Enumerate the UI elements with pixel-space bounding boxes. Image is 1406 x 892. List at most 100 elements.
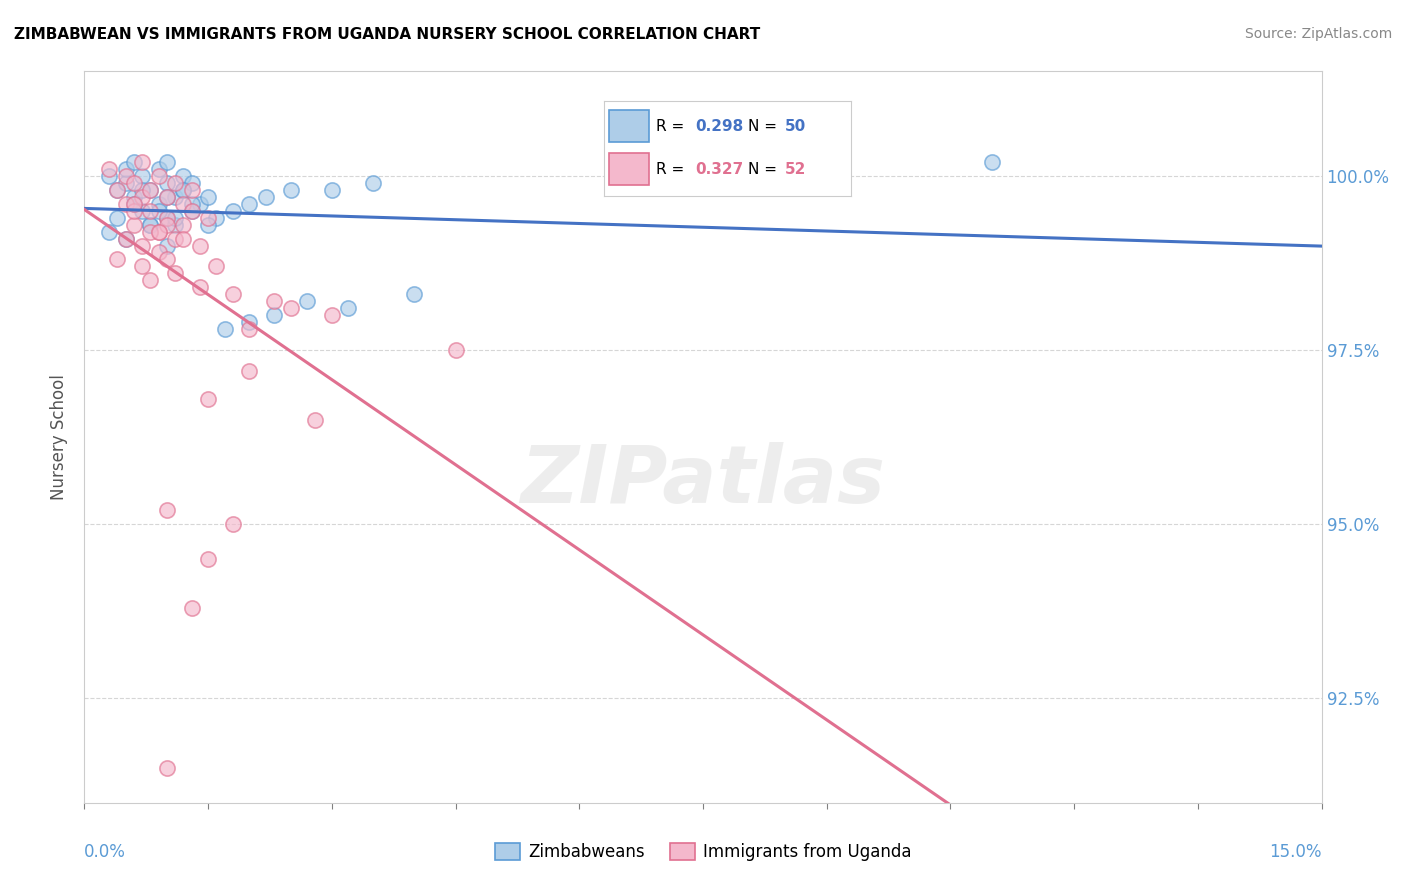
- Point: [321, 183, 343, 197]
- Point: [180, 176, 202, 190]
- Point: [238, 322, 260, 336]
- Point: [295, 294, 318, 309]
- Point: [131, 183, 153, 197]
- Point: [122, 203, 145, 218]
- Point: [172, 183, 194, 197]
- Point: [98, 161, 121, 176]
- Point: [172, 196, 194, 211]
- Point: [131, 155, 153, 169]
- Point: [197, 211, 219, 225]
- Point: [180, 183, 202, 197]
- Point: [165, 218, 187, 232]
- Point: [188, 238, 211, 252]
- Point: [148, 169, 170, 183]
- Point: [114, 161, 136, 176]
- Point: [172, 169, 194, 183]
- Point: [263, 294, 285, 309]
- Point: [122, 196, 145, 211]
- Point: [172, 231, 194, 245]
- Point: [254, 190, 277, 204]
- Point: [156, 252, 179, 267]
- Point: [131, 190, 153, 204]
- Point: [122, 190, 145, 204]
- Point: [197, 552, 219, 566]
- Point: [180, 600, 202, 615]
- Point: [156, 761, 179, 775]
- Legend: Zimbabweans, Immigrants from Uganda: Zimbabweans, Immigrants from Uganda: [488, 836, 918, 868]
- Point: [148, 245, 170, 260]
- Point: [105, 211, 128, 225]
- Text: ZIPatlas: ZIPatlas: [520, 442, 886, 520]
- Point: [148, 161, 170, 176]
- Point: [180, 203, 202, 218]
- Point: [114, 196, 136, 211]
- Point: [148, 203, 170, 218]
- Point: [404, 287, 426, 301]
- Point: [122, 218, 145, 232]
- Point: [156, 211, 179, 225]
- Point: [205, 260, 228, 274]
- Point: [105, 183, 128, 197]
- Point: [139, 183, 162, 197]
- Text: 0.0%: 0.0%: [84, 843, 127, 861]
- Point: [156, 211, 179, 225]
- Point: [980, 155, 1002, 169]
- Point: [222, 203, 245, 218]
- Point: [114, 231, 136, 245]
- Point: [280, 301, 302, 316]
- Point: [205, 211, 228, 225]
- Point: [172, 183, 194, 197]
- Point: [172, 218, 194, 232]
- Point: [156, 503, 179, 517]
- Point: [280, 183, 302, 197]
- Point: [263, 308, 285, 322]
- Point: [222, 287, 245, 301]
- Point: [321, 308, 343, 322]
- Point: [148, 225, 170, 239]
- Point: [238, 364, 260, 378]
- Point: [139, 203, 162, 218]
- Point: [98, 169, 121, 183]
- Point: [98, 225, 121, 239]
- Point: [156, 190, 179, 204]
- Point: [444, 343, 467, 357]
- Point: [122, 176, 145, 190]
- Point: [114, 176, 136, 190]
- Point: [165, 176, 187, 190]
- Point: [361, 176, 384, 190]
- Point: [304, 412, 326, 426]
- Point: [139, 225, 162, 239]
- Point: [148, 225, 170, 239]
- Point: [114, 231, 136, 245]
- Point: [188, 280, 211, 294]
- Point: [139, 218, 162, 232]
- Point: [156, 190, 179, 204]
- Point: [165, 231, 187, 245]
- Point: [238, 315, 260, 329]
- Point: [139, 273, 162, 287]
- Point: [222, 517, 245, 532]
- Point: [122, 196, 145, 211]
- Point: [131, 238, 153, 252]
- Point: [131, 260, 153, 274]
- Point: [105, 183, 128, 197]
- Point: [197, 392, 219, 406]
- Point: [165, 211, 187, 225]
- Point: [131, 203, 153, 218]
- Point: [156, 238, 179, 252]
- Point: [238, 196, 260, 211]
- Point: [156, 218, 179, 232]
- Point: [165, 190, 187, 204]
- Point: [165, 266, 187, 280]
- Point: [156, 176, 179, 190]
- Point: [105, 252, 128, 267]
- Point: [197, 190, 219, 204]
- Point: [214, 322, 236, 336]
- Point: [114, 169, 136, 183]
- Point: [122, 155, 145, 169]
- Point: [180, 196, 202, 211]
- Point: [139, 183, 162, 197]
- Point: [156, 155, 179, 169]
- Point: [131, 169, 153, 183]
- Y-axis label: Nursery School: Nursery School: [51, 374, 69, 500]
